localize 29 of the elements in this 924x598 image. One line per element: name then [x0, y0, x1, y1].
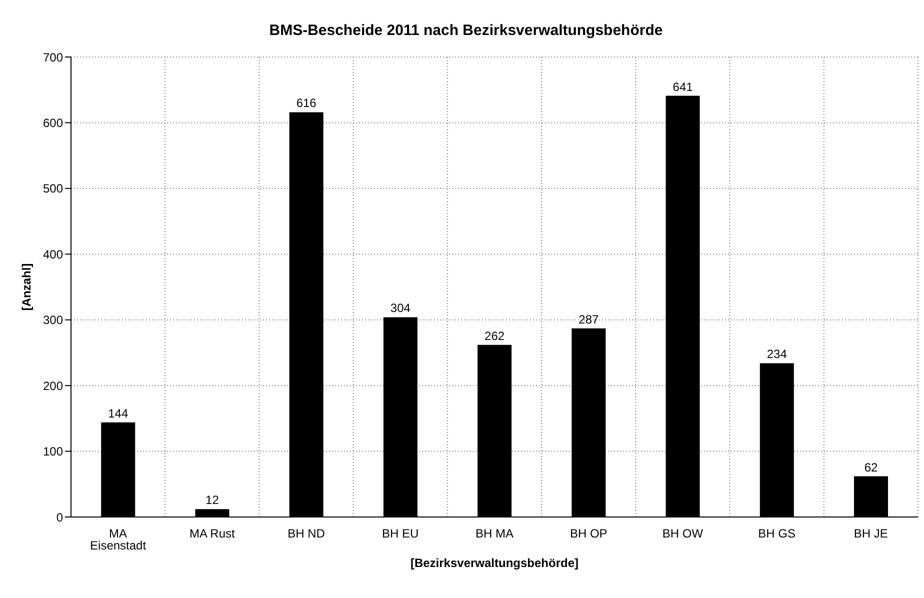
data-label: 12 [206, 493, 220, 508]
x-axis-title: [Bezirksverwaltungsbehörde] [409, 556, 580, 570]
x-tick-label: BH EU [382, 526, 419, 541]
y-tick-label: 600 [42, 116, 64, 130]
x-tick-label: MA Rust [189, 526, 236, 541]
data-label: 62 [864, 460, 878, 474]
x-tick-label: BH ND [288, 526, 326, 541]
data-label: 144 [108, 406, 128, 420]
y-tick-label: 200 [42, 378, 64, 393]
y-tick-label: 400 [42, 247, 64, 262]
x-tick-label: BH JE [854, 526, 888, 541]
data-label: 641 [672, 80, 694, 94]
data-label: 616 [296, 96, 317, 110]
y-tick-label: 100 [42, 444, 64, 459]
x-tick-label: BH MA [475, 526, 514, 541]
y-tick-label: 0 [56, 510, 64, 524]
y-tick-label: 300 [42, 313, 64, 328]
y-axis-title: [Anzahl] [19, 263, 34, 311]
chart-title: BMS-Bescheide 2011 nach Bezirksverwaltungsbehörde [268, 22, 664, 39]
x-tick-label: BH OP [570, 526, 608, 541]
data-label: 287 [578, 312, 600, 326]
data-label: 262 [484, 328, 505, 343]
data-label: 304 [390, 301, 411, 316]
y-tick-label: 700 [42, 50, 64, 64]
x-tick-label: BH GS [758, 526, 796, 541]
x-tick-label: BH OW [662, 526, 704, 541]
data-label: 234 [766, 347, 788, 362]
y-tick-label: 500 [42, 182, 64, 196]
x-tick-label: MA Eisenstadt [90, 526, 147, 553]
